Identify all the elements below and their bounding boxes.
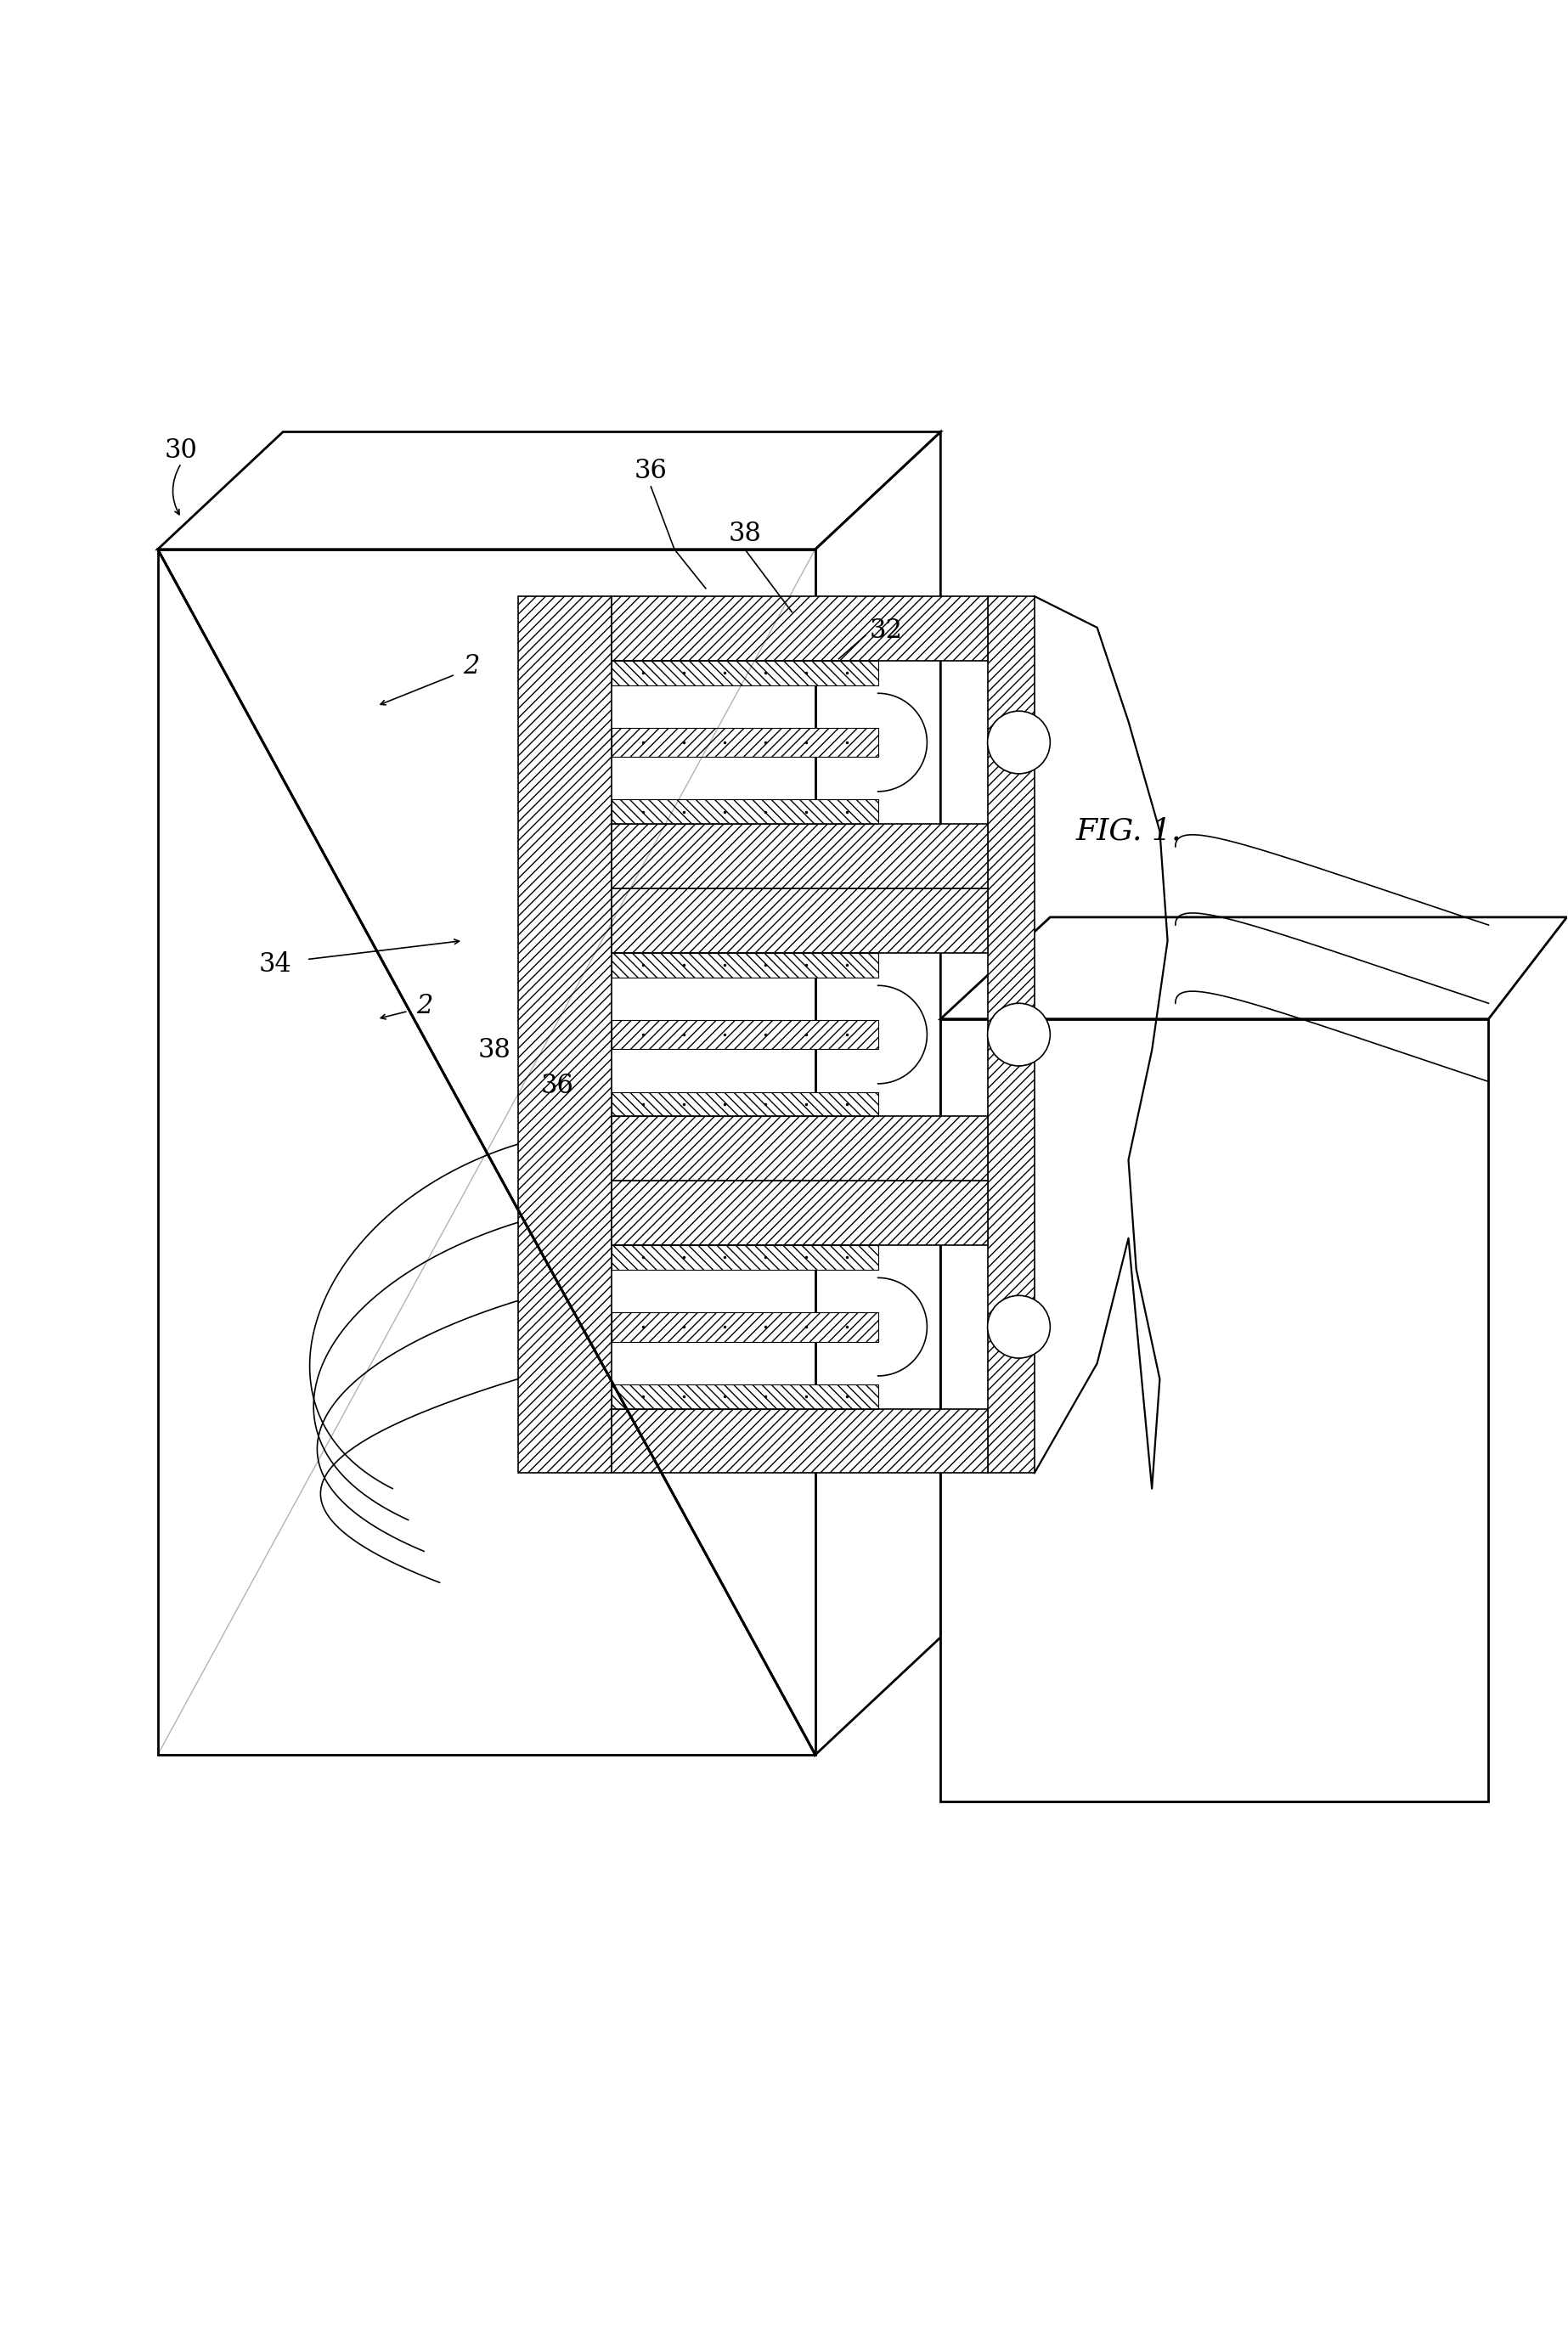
Text: 32: 32 xyxy=(869,618,902,644)
Polygon shape xyxy=(612,1385,878,1408)
Polygon shape xyxy=(612,1020,878,1049)
Polygon shape xyxy=(612,1246,878,1270)
Polygon shape xyxy=(941,917,1566,1018)
Polygon shape xyxy=(158,550,815,1754)
Polygon shape xyxy=(612,1117,988,1180)
Polygon shape xyxy=(612,952,878,978)
Polygon shape xyxy=(612,825,988,889)
Polygon shape xyxy=(612,1091,878,1117)
Text: 38: 38 xyxy=(729,520,762,548)
Text: 34: 34 xyxy=(259,952,292,978)
Text: 2: 2 xyxy=(416,992,433,1020)
Polygon shape xyxy=(612,729,878,757)
Text: FIG. 1.: FIG. 1. xyxy=(1076,816,1181,846)
Ellipse shape xyxy=(988,1295,1051,1359)
Ellipse shape xyxy=(988,710,1051,773)
Polygon shape xyxy=(517,597,612,1474)
Polygon shape xyxy=(941,1018,1488,1801)
Polygon shape xyxy=(612,1312,878,1342)
Text: 38: 38 xyxy=(478,1037,511,1063)
Polygon shape xyxy=(612,889,988,952)
Ellipse shape xyxy=(988,1004,1051,1065)
Text: 2: 2 xyxy=(463,654,480,679)
Polygon shape xyxy=(612,799,878,825)
Polygon shape xyxy=(612,597,988,661)
Polygon shape xyxy=(612,1180,988,1246)
Polygon shape xyxy=(612,1408,988,1474)
Text: 36: 36 xyxy=(635,458,668,484)
Polygon shape xyxy=(612,661,878,684)
Text: 36: 36 xyxy=(541,1072,574,1100)
Polygon shape xyxy=(988,597,1035,1474)
Text: 30: 30 xyxy=(165,437,198,463)
